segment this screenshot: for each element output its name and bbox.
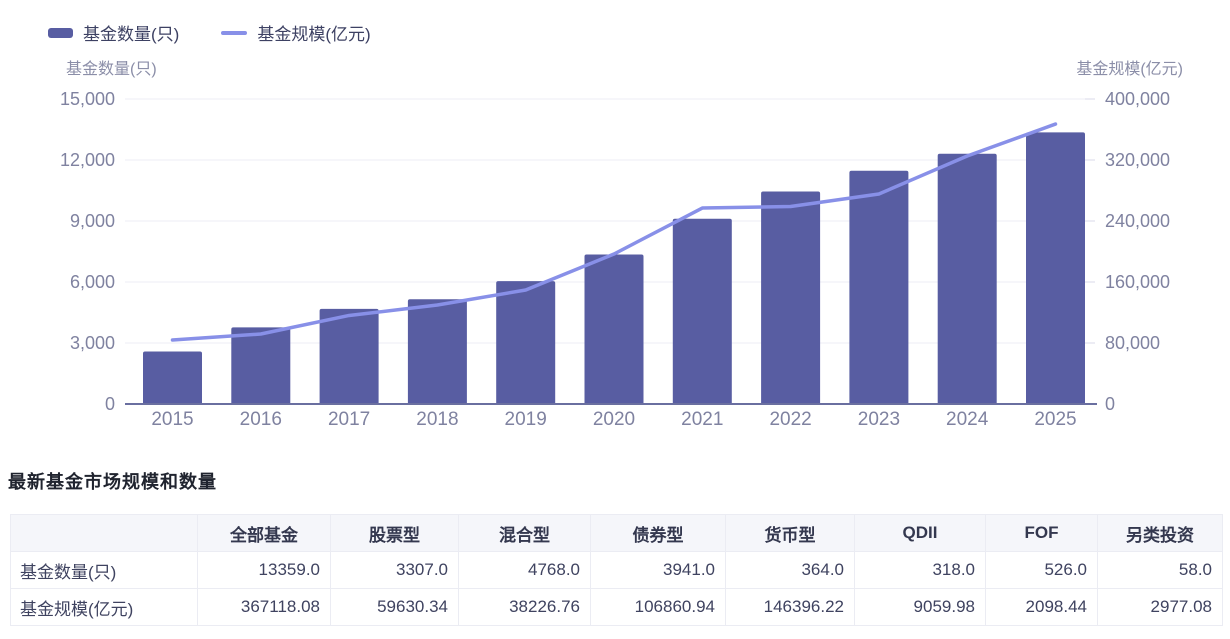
fund-scale-line[interactable] [170,122,1058,342]
x-axis-label-2015: 2015 [151,409,193,430]
table-title: 最新基金市场规模和数量 [8,472,217,492]
column-header-5: QDII [854,514,986,552]
legend-label: 基金数量(只) [83,25,180,44]
table-row-1: 基金规模(亿元) 367118.08 59630.34 38226.76 106860.… [10,588,1223,626]
bar-2020[interactable] [584,254,644,404]
line-series-swatch-icon [221,30,248,35]
column-header-2: 混合型 [458,514,591,552]
x-axis-label-2023: 2023 [858,409,900,430]
bar-series-swatch-icon [48,27,73,38]
left-axis-tick-label: 3,000 [70,333,115,353]
cell-0-3: 3941.0 [590,551,726,589]
right-axis-tick-label: 80,000 [1105,333,1160,353]
x-axis-label-2024: 2024 [946,409,989,430]
table-header-row: 全部基金 股票型 混合型 债券型 货币型 QDII FOF 另类投资 [10,514,1223,552]
column-header-0: 全部基金 [197,514,331,552]
bar-2022[interactable] [761,191,821,404]
column-header-6: FOF [985,514,1098,552]
x-axis-label-2025: 2025 [1034,409,1076,430]
right-axis-tick-label: 400,000 [1105,89,1170,109]
cell-0-5: 318.0 [854,551,986,589]
x-axis-label-2019: 2019 [505,409,547,430]
x-axis-label-2017: 2017 [328,409,370,430]
right-axis-tick-label: 0 [1105,394,1115,414]
cell-1-3: 106860.94 [590,588,726,626]
bar-2015[interactable] [143,351,202,404]
fund-count-scale-combo-chart[interactable]: 15,000 400,000 12,000 320,000 9,000 240,000 6,… [0,0,1230,460]
left-axis-title: 基金数量(只) [66,61,157,78]
right-axis-tick-label: 160,000 [1105,272,1170,292]
table-row-0: 基金数量(只) 13359.0 3307.0 4768.0 3941.0 364.0 318… [10,551,1223,589]
legend-label: 基金规模(亿元) [257,25,371,44]
cell-0-6: 526.0 [985,551,1098,589]
fund-market-table: 全部基金 股票型 混合型 债券型 货币型 QDII FOF 另类投资 基金数量(只) 13359… [10,514,1223,626]
x-axis-label-2016: 2016 [240,409,282,430]
cell-0-2: 4768.0 [458,551,591,589]
column-header-1: 股票型 [330,514,459,552]
row-label-0: 基金数量(只) [10,551,198,589]
x-axis-label-2018: 2018 [416,409,458,430]
column-header-3: 债券型 [590,514,726,552]
right-axis-tick-label: 240,000 [1105,211,1170,231]
left-axis-tick-label: 9,000 [70,211,115,231]
table-body: 基金数量(只) 13359.0 3307.0 4768.0 3941.0 364.0 318… [10,551,1223,626]
bar-2024[interactable] [937,153,997,404]
cell-1-7: 2977.08 [1097,588,1223,626]
bar-2019[interactable] [496,281,556,404]
row-label-1: 基金规模(亿元) [10,588,198,626]
legend-item-fund-count[interactable]: 基金数量(只) [48,20,179,45]
column-header-4: 货币型 [725,514,855,552]
right-axis-title: 基金规模(亿元) [1076,61,1183,78]
cell-1-5: 9059.98 [854,588,986,626]
bar-2021[interactable] [672,218,732,404]
bar-2025[interactable] [1026,132,1085,404]
bar-2017[interactable] [319,308,379,404]
left-axis-tick-label: 6,000 [70,272,115,292]
right-axis-tick-label: 320,000 [1105,150,1170,170]
x-axis-label-2021: 2021 [681,409,723,430]
x-axis-label-2022: 2022 [769,409,811,430]
column-header-7: 另类投资 [1097,514,1223,552]
legend-item-fund-scale[interactable]: 基金规模(亿元) [221,20,371,45]
cell-1-1: 59630.34 [330,588,459,626]
left-axis-tick-label: 0 [105,394,115,414]
bar-2016[interactable] [231,327,291,404]
cell-0-1: 3307.0 [330,551,459,589]
cell-1-2: 38226.76 [458,588,591,626]
table-corner-cell [10,514,198,552]
left-axis-tick-label: 15,000 [60,89,115,109]
chart-legend: 基金数量(只) 基金规模(亿元) [48,20,371,45]
bar-2018[interactable] [407,299,467,404]
cell-0-7: 58.0 [1097,551,1223,589]
bar-2023[interactable] [849,170,909,404]
cell-0-0: 13359.0 [197,551,331,589]
cell-0-4: 364.0 [725,551,855,589]
x-axis-label-2020: 2020 [593,409,635,430]
cell-1-6: 2098.44 [985,588,1098,626]
cell-1-4: 146396.22 [725,588,855,626]
left-axis-tick-label: 12,000 [60,150,115,170]
cell-1-0: 367118.08 [197,588,331,626]
